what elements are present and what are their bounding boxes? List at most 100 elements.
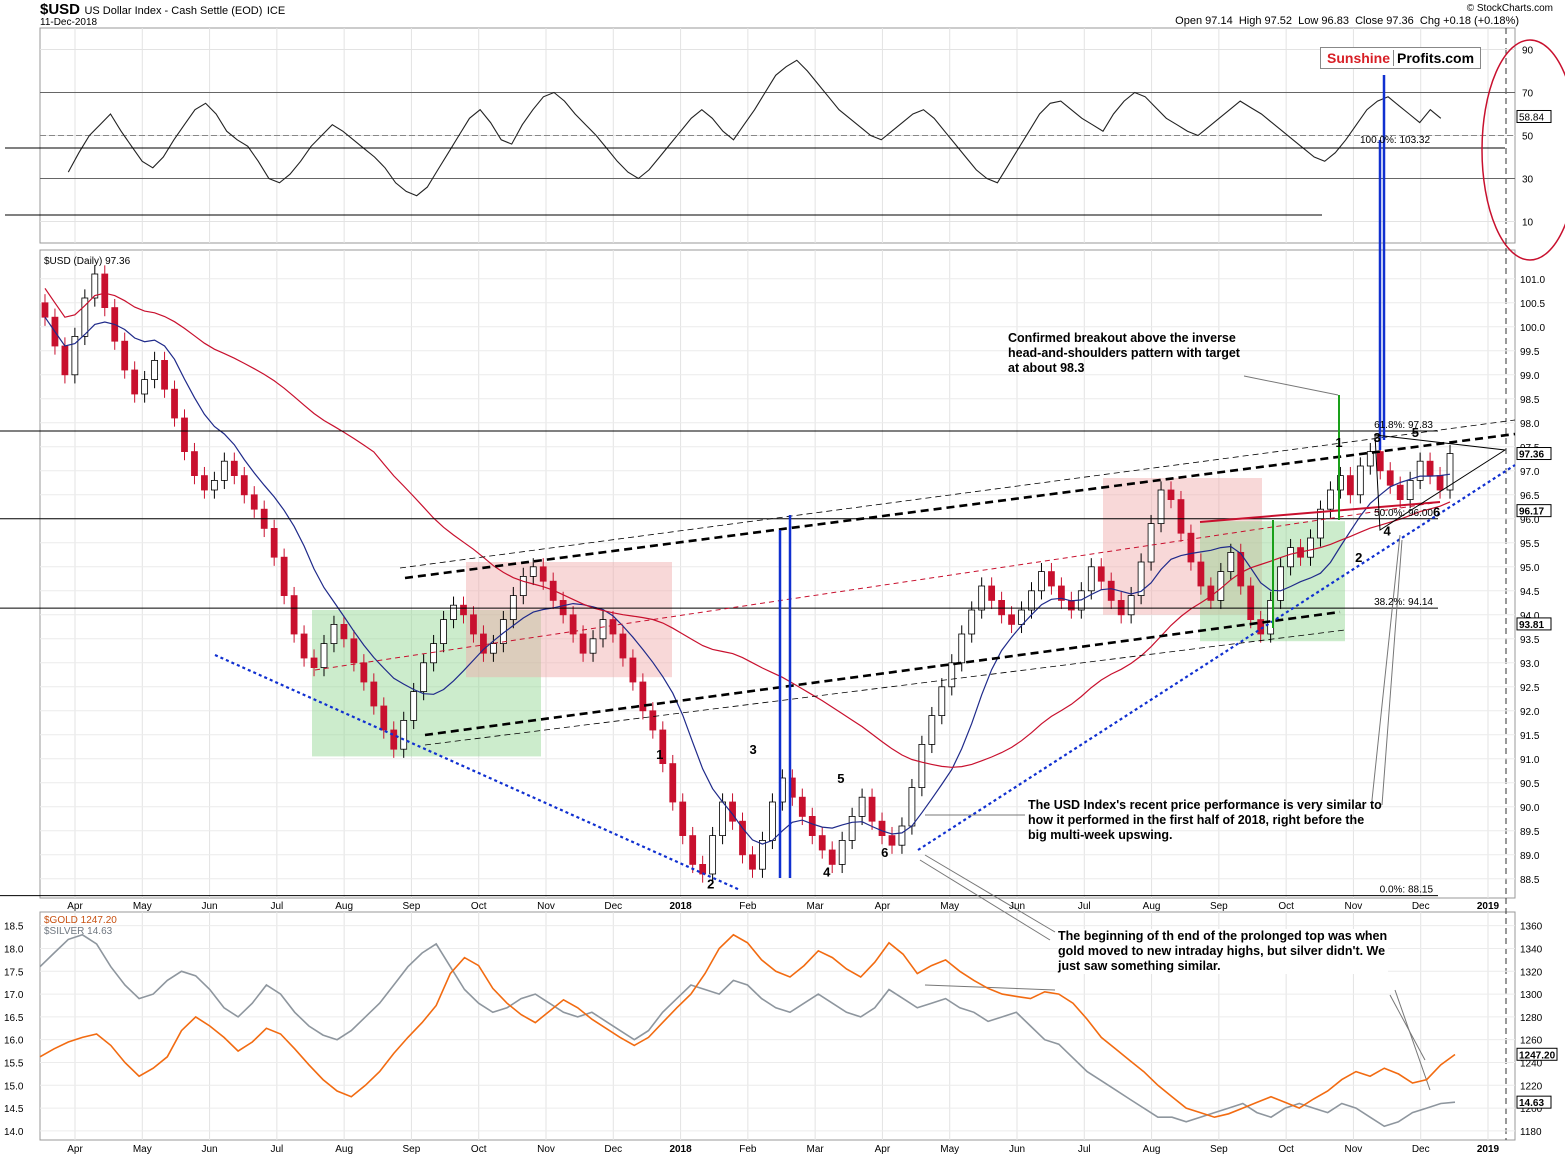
candle-body (1327, 489, 1334, 510)
x-label: Nov (537, 1144, 555, 1155)
price-tick: 101.0 (1520, 275, 1545, 286)
highlight-ellipse (1481, 39, 1565, 261)
candle-body (669, 763, 677, 803)
wave-label: 4 (823, 864, 831, 879)
silver-tick: 15.0 (4, 1081, 24, 1092)
x-label: Sep (403, 1144, 421, 1155)
candle-body (300, 633, 308, 659)
ma50-line (44, 316, 1451, 845)
candle-body (220, 460, 228, 481)
x-label: May (133, 1144, 152, 1155)
candle-body (619, 633, 627, 659)
gold-silver-panel-frame (39, 911, 1516, 1141)
candle-body (1177, 499, 1185, 534)
rsi-last-box (1516, 109, 1552, 123)
x-label: Mar (807, 901, 825, 912)
annotation-prolonged-top: The beginning of th end of the prolonged… (1058, 929, 1388, 974)
price-tick: 93.5 (1520, 635, 1540, 646)
price-tick: 98.5 (1520, 395, 1540, 406)
candle-body (480, 633, 487, 654)
chg-value: +0.18 (+0.18%) (1443, 15, 1519, 27)
x-label: Jun (202, 1144, 218, 1155)
x-label: Mar (807, 1144, 825, 1155)
ma200-line (44, 288, 1451, 768)
rsi-tick: 70 (1522, 89, 1534, 100)
candle-body (1376, 451, 1384, 472)
candle-body (1048, 571, 1055, 587)
gold-line (39, 933, 1456, 1119)
wave-label: 5 (837, 771, 844, 786)
wave-label: 6 (1433, 504, 1440, 519)
price-tick: 100.0 (1520, 323, 1545, 334)
silver-tick: 18.5 (4, 922, 24, 933)
x-label: Sep (1210, 1144, 1228, 1155)
silver-line (39, 933, 1456, 1128)
price-last-value: 97.36 (1519, 450, 1544, 461)
candle-body (709, 835, 717, 875)
candle-body (121, 340, 129, 371)
candle-body (410, 691, 418, 721)
x-label: 2019 (1477, 1144, 1500, 1155)
candle-body (818, 835, 826, 851)
candle-body (838, 840, 846, 865)
x-label: Dec (604, 1144, 622, 1155)
pointer-breakout (1243, 375, 1339, 396)
wave-label: 3 (1374, 430, 1381, 445)
fib-label: 61.8%: 97.83 (1374, 420, 1433, 431)
candle-body (171, 388, 178, 419)
candle-body (450, 604, 457, 621)
candle-body (928, 715, 936, 745)
candle-body (958, 633, 966, 664)
rsi-tick: 30 (1522, 175, 1534, 186)
price-tick: 93.0 (1520, 659, 1540, 670)
candle-body (679, 801, 687, 836)
gold-tick: 1200 (1520, 1104, 1543, 1115)
candle-body (808, 816, 816, 837)
candle-body (141, 379, 149, 395)
silver-tick: 16.0 (4, 1036, 24, 1047)
candle-body (918, 744, 926, 789)
x-label: Jul (270, 1144, 283, 1155)
x-label: May (940, 901, 959, 912)
candle-body (659, 729, 667, 764)
x-label: Dec (1412, 901, 1430, 912)
candle-body (400, 720, 408, 750)
silver-legend: $SILVER 14.63 (44, 926, 113, 937)
candle-body (1028, 590, 1035, 611)
candle-body (649, 710, 657, 731)
pointer-similar (1371, 534, 1401, 801)
price-last-value-box (1516, 447, 1552, 461)
red-neckline-solid (1199, 501, 1441, 523)
candle-body (1277, 566, 1285, 601)
candle-body (878, 820, 886, 837)
x-label: Jul (1078, 1144, 1091, 1155)
candle-body (1366, 451, 1374, 467)
candle-body (1008, 614, 1015, 625)
price-tick: 89.0 (1520, 851, 1540, 862)
price-tick: 90.5 (1520, 779, 1540, 790)
x-label: Sep (403, 901, 421, 912)
candle-body (719, 801, 726, 836)
price-panel-frame (39, 249, 1516, 899)
candle-body (41, 302, 49, 318)
gold-tick: 1340 (1520, 944, 1543, 955)
gold-tick: 1260 (1520, 1036, 1543, 1047)
upper-channel-outer (399, 419, 1516, 569)
candle-body (310, 657, 318, 668)
pointer-prolonged (924, 854, 1056, 933)
upper-channel-line (404, 432, 1516, 580)
candle-body (1337, 475, 1344, 491)
candle-body (1157, 489, 1165, 524)
gold-last-value: 1247.20 (1519, 1050, 1556, 1061)
x-label: Jun (1009, 901, 1025, 912)
pointer-recent (1394, 989, 1431, 1091)
candle-body (210, 479, 218, 491)
candle-body (1426, 460, 1434, 477)
candle-body (340, 624, 348, 640)
gold-silver-series (39, 933, 1456, 1128)
candle-body (888, 835, 896, 846)
candle-body (978, 585, 986, 611)
blue-uptrend-line (917, 464, 1516, 851)
chart-date: 11-Dec-2018 (40, 17, 98, 28)
candle-body (639, 681, 647, 712)
